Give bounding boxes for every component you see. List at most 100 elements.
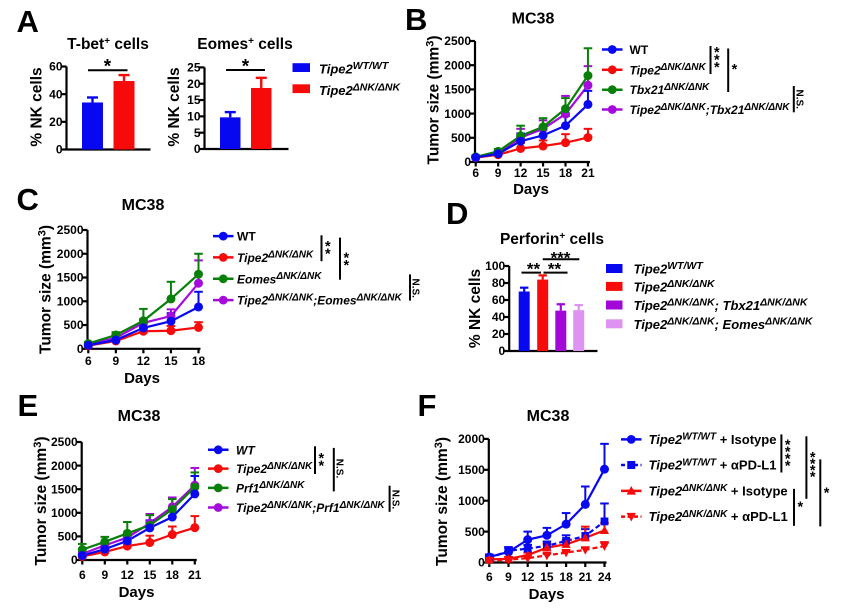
svg-text:Perforin+ cells: Perforin+ cells xyxy=(500,231,604,248)
svg-text:2000: 2000 xyxy=(57,247,84,261)
svg-text:*: * xyxy=(785,452,791,468)
svg-text:*: * xyxy=(242,56,250,77)
svg-text:Prf1ΔNK/ΔNK: Prf1ΔNK/ΔNK xyxy=(236,480,305,495)
svg-text:MC38: MC38 xyxy=(527,408,570,425)
svg-text:12: 12 xyxy=(121,568,135,582)
svg-text:Tipe2ΔNK/ΔNK;Tbx21ΔNK/ΔNK: Tipe2ΔNK/ΔNK;Tbx21ΔNK/ΔNK xyxy=(630,102,791,117)
svg-text:Tbx21ΔNK/ΔNK: Tbx21ΔNK/ΔNK xyxy=(630,82,711,97)
svg-text:15: 15 xyxy=(164,354,178,368)
svg-text:*: * xyxy=(325,247,331,263)
svg-text:20: 20 xyxy=(187,77,201,91)
svg-text:1000: 1000 xyxy=(51,506,78,520)
svg-text:% NK cells: % NK cells xyxy=(29,67,46,146)
svg-text:Tipe2ΔNK/ΔNK;Prf1ΔNK/ΔNK: Tipe2ΔNK/ΔNK;Prf1ΔNK/ΔNK xyxy=(236,500,385,515)
svg-text:Tipe2WT/WT: Tipe2WT/WT xyxy=(319,60,390,77)
svg-text:12: 12 xyxy=(137,354,151,368)
svg-text:500: 500 xyxy=(58,530,78,544)
svg-text:20: 20 xyxy=(492,327,506,341)
svg-text:1500: 1500 xyxy=(458,463,485,477)
svg-text:*: * xyxy=(714,53,720,69)
svg-text:N.S.: N.S. xyxy=(334,459,345,479)
svg-text:Tipe2ΔNK/ΔNK: Tipe2ΔNK/ΔNK xyxy=(634,278,716,295)
svg-text:Days: Days xyxy=(529,586,565,603)
svg-text:A: A xyxy=(17,4,39,39)
svg-text:0: 0 xyxy=(499,344,506,358)
svg-text:15: 15 xyxy=(540,570,554,584)
svg-text:500: 500 xyxy=(465,525,485,539)
svg-text:2000: 2000 xyxy=(458,432,485,446)
svg-text:100: 100 xyxy=(485,259,505,273)
svg-text:Tipe2WT/WT + Isotype: Tipe2WT/WT + Isotype xyxy=(649,432,777,447)
svg-text:WT: WT xyxy=(236,443,256,457)
svg-text:N.S.: N.S. xyxy=(794,90,805,110)
svg-text:MC38: MC38 xyxy=(118,408,161,425)
svg-text:12: 12 xyxy=(514,166,528,180)
svg-text:9: 9 xyxy=(101,568,108,582)
svg-text:0: 0 xyxy=(194,142,201,156)
svg-text:B: B xyxy=(405,2,427,37)
svg-text:12: 12 xyxy=(521,570,535,584)
svg-text:1500: 1500 xyxy=(444,83,471,97)
svg-text:*: * xyxy=(810,450,816,466)
svg-text:WT: WT xyxy=(630,43,649,57)
svg-text:21: 21 xyxy=(581,166,595,180)
svg-text:Days: Days xyxy=(513,181,549,198)
svg-text:E: E xyxy=(18,388,39,423)
svg-text:24: 24 xyxy=(598,570,612,584)
svg-text:20: 20 xyxy=(49,115,63,129)
svg-text:18: 18 xyxy=(559,166,573,180)
svg-text:60: 60 xyxy=(492,293,506,307)
svg-text:Tumor size (mm3): Tumor size (mm3) xyxy=(433,437,451,566)
svg-text:18: 18 xyxy=(192,354,206,368)
svg-text:6: 6 xyxy=(472,166,479,180)
svg-text:10: 10 xyxy=(187,110,201,124)
svg-text:*: * xyxy=(785,438,791,454)
svg-text:0: 0 xyxy=(71,553,78,567)
svg-text:N.S.: N.S. xyxy=(410,279,421,299)
svg-text:6: 6 xyxy=(486,570,493,584)
svg-text:Tipe2ΔNK/ΔNK;EomesΔNK/ΔNK: Tipe2ΔNK/ΔNK;EomesΔNK/ΔNK xyxy=(237,292,402,307)
svg-text:*: * xyxy=(714,60,720,76)
svg-text:EomesΔNK/ΔNK: EomesΔNK/ΔNK xyxy=(237,271,322,286)
svg-text:F: F xyxy=(418,388,437,423)
svg-text:1500: 1500 xyxy=(57,271,84,285)
svg-text:0: 0 xyxy=(56,143,63,157)
svg-text:0: 0 xyxy=(478,556,485,570)
svg-text:9: 9 xyxy=(495,166,502,180)
svg-text:40: 40 xyxy=(492,310,506,324)
svg-text:MC38: MC38 xyxy=(512,11,555,28)
svg-text:T-bet+ cells: T-bet+ cells xyxy=(67,36,149,53)
svg-text:*: * xyxy=(810,470,816,486)
svg-text:Tumor size (mm3): Tumor size (mm3) xyxy=(37,225,55,354)
svg-text:1000: 1000 xyxy=(444,107,471,121)
svg-text:18: 18 xyxy=(559,570,573,584)
svg-text:D: D xyxy=(446,196,468,231)
svg-text:2500: 2500 xyxy=(51,435,78,449)
svg-text:Tipe2ΔNK/ΔNK; EomesΔNK/ΔNK: Tipe2ΔNK/ΔNK; EomesΔNK/ΔNK xyxy=(634,315,814,332)
svg-text:**: ** xyxy=(527,260,541,279)
svg-text:60: 60 xyxy=(49,60,63,74)
svg-text:Tipe2ΔNK/ΔNK: Tipe2ΔNK/ΔNK xyxy=(630,62,707,77)
svg-text:WT: WT xyxy=(237,230,256,244)
svg-text:% NK cells: % NK cells xyxy=(467,269,484,348)
svg-text:*: * xyxy=(318,451,324,467)
svg-text:Days: Days xyxy=(124,370,160,387)
svg-text:5: 5 xyxy=(194,126,201,140)
svg-text:*: * xyxy=(785,459,791,475)
svg-text:Tipe2ΔNK/ΔNK + Isotype: Tipe2ΔNK/ΔNK + Isotype xyxy=(649,483,788,498)
svg-text:0: 0 xyxy=(77,342,84,356)
svg-text:21: 21 xyxy=(579,570,593,584)
svg-text:Days: Days xyxy=(119,584,155,601)
svg-text:*: * xyxy=(824,486,830,502)
svg-text:*: * xyxy=(343,251,349,267)
svg-text:15: 15 xyxy=(143,568,157,582)
svg-text:Tipe2ΔNK/ΔNK: Tipe2ΔNK/ΔNK xyxy=(237,250,314,265)
svg-text:Tipe2ΔNK/ΔNK: Tipe2ΔNK/ΔNK xyxy=(319,82,401,99)
svg-text:***: *** xyxy=(551,248,571,267)
svg-text:Tipe2WT/WT + αPD-L1: Tipe2WT/WT + αPD-L1 xyxy=(649,457,777,472)
svg-text:*: * xyxy=(318,459,324,475)
svg-text:2500: 2500 xyxy=(57,223,84,237)
svg-text:*: * xyxy=(343,258,349,274)
svg-text:Tipe2ΔNK/ΔNK; Tbx21ΔNK/ΔNK: Tipe2ΔNK/ΔNK; Tbx21ΔNK/ΔNK xyxy=(634,297,809,314)
svg-text:25: 25 xyxy=(187,61,201,75)
